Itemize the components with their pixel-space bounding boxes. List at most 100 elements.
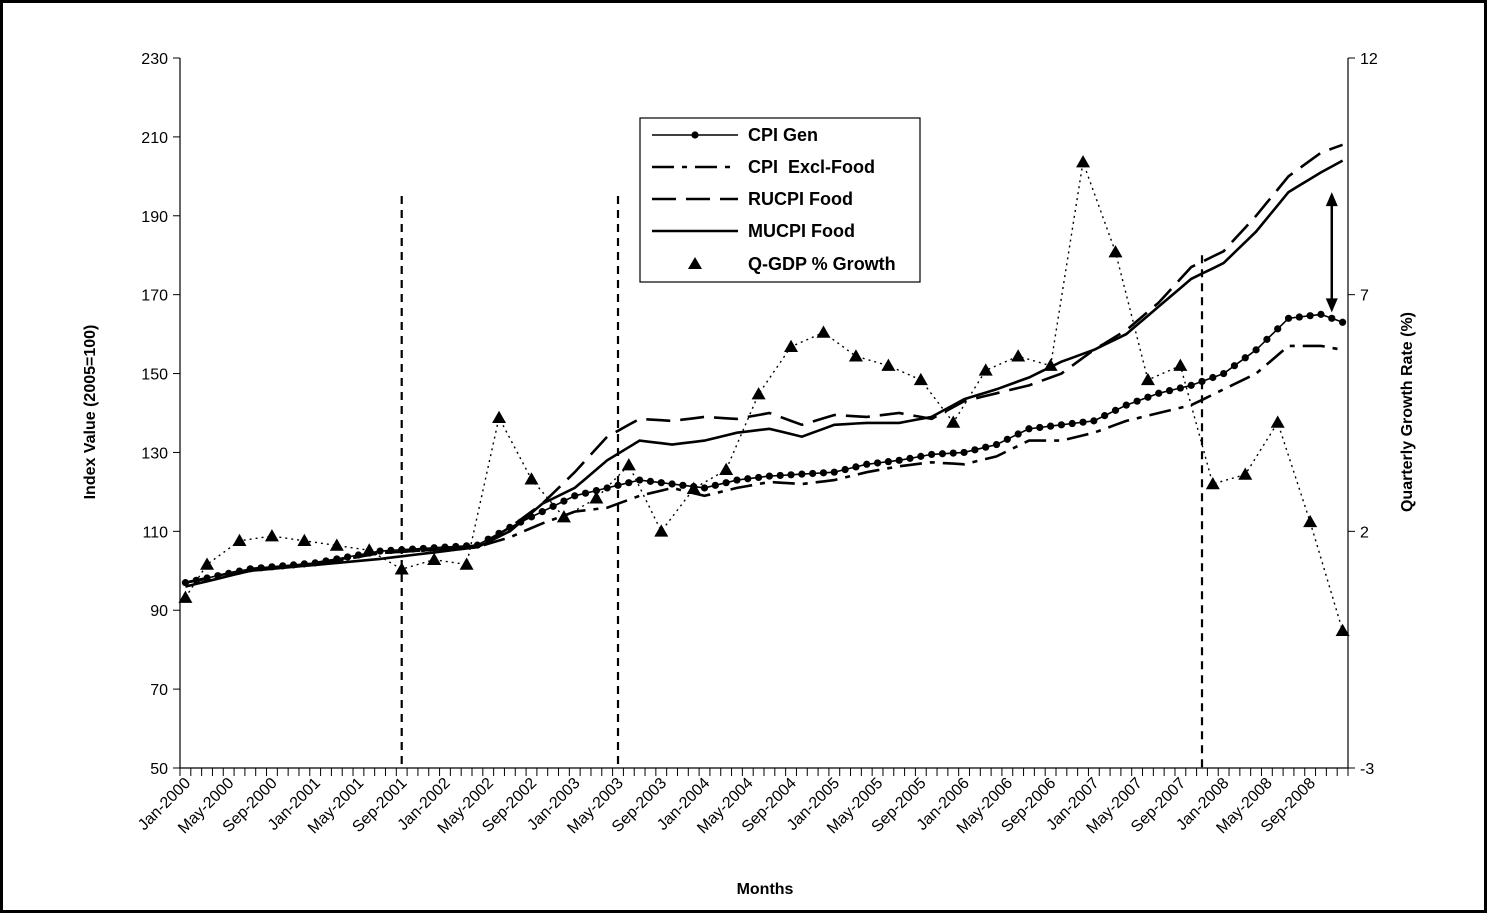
y-right-tick-label: 12 [1360, 51, 1378, 68]
y-right-tick-label: 2 [1360, 524, 1369, 541]
gdp-growth-marker [1076, 155, 1091, 168]
cpi-gen-point [289, 561, 298, 569]
y-left-tick-label: 190 [141, 209, 168, 226]
cpi-gen-point [354, 551, 363, 559]
gdp-growth-marker [1173, 358, 1188, 371]
cpi-gen-point [203, 574, 211, 582]
cpi-gen-point [181, 579, 190, 587]
gdp-growth-marker [784, 339, 799, 352]
legend-label: Q-GDP % Growth [748, 254, 896, 274]
gdp-growth-marker [524, 472, 539, 485]
cpi-gen-point [1198, 377, 1206, 386]
gdp-growth-marker [913, 372, 928, 386]
cpi-gen-point [279, 562, 287, 570]
legend-label: MUCPI Food [748, 221, 855, 241]
cpi-gen-point [906, 454, 914, 462]
gdp-growth-marker [394, 562, 409, 575]
gdp-growth-marker [1238, 467, 1253, 480]
cpi-gen-point [1306, 312, 1314, 320]
difference-arrow [1325, 192, 1338, 313]
gdp-growth-marker [621, 458, 636, 471]
cpi-gen-point [452, 542, 460, 551]
series-markers [178, 155, 1350, 636]
arrow-head-down [1325, 298, 1338, 313]
gdp-growth-marker [1335, 623, 1350, 636]
legend-label: RUCPI Food [748, 189, 853, 209]
cpi-gen-point [1274, 325, 1282, 333]
cpi-gen-point [1122, 401, 1130, 409]
cpi-gen-point [300, 560, 308, 568]
cpi-gen-point [484, 535, 492, 543]
gdp-growth-marker [654, 524, 669, 537]
cpi-gen-point [1220, 369, 1228, 378]
series-line-0 [185, 313, 1343, 584]
y-left-tick-label: 170 [141, 288, 168, 305]
cpi-gen-point [884, 458, 892, 466]
cpi-gen-point [733, 476, 741, 484]
cpi-gen-point [960, 448, 968, 457]
cpi-gen-point [560, 497, 568, 505]
cpi-gen-point [819, 469, 828, 477]
cpi-gen-point [787, 471, 795, 479]
cpi-gen-point [1068, 419, 1076, 428]
cpi-gen-point [506, 523, 514, 531]
cpi-gen-point [1176, 384, 1184, 392]
cpi-gen-point [517, 518, 525, 526]
cpi-gen-point [1046, 422, 1055, 430]
cpi-gen-point [592, 486, 600, 495]
legend-label: CPI Excl-Food [748, 157, 875, 177]
cpi-gen-point [765, 472, 774, 480]
legend-swatch-gdp [688, 257, 702, 269]
gdp-growth-marker [232, 533, 247, 547]
gdp-growth-marker [751, 387, 766, 400]
gdp-growth-marker [1043, 358, 1058, 371]
cpi-gen-point [1284, 314, 1293, 322]
y-right-tick-label: -3 [1360, 761, 1374, 778]
cpi-gen-point [917, 452, 925, 460]
cpi-gen-point [982, 443, 990, 451]
cpi-gen-point [668, 480, 676, 488]
x-axis-title: Months [737, 881, 794, 898]
gdp-growth-marker [427, 552, 442, 565]
legend: CPI Gen CPI Excl-Food RUCPI Food MUCPI Food… [639, 117, 921, 283]
cpi-gen-point [257, 564, 265, 572]
gdp-growth-marker [1205, 477, 1220, 490]
cpi-gen-point [398, 546, 406, 554]
cpi-gen-point [1263, 335, 1271, 343]
cpi-gen-point [192, 576, 200, 584]
gdp-growth-marker [686, 481, 701, 494]
gdp-growth-marker [946, 415, 961, 428]
cpi-gen-point [798, 470, 806, 478]
cpi-gen-point [830, 468, 838, 476]
series-line-2 [185, 143, 1344, 584]
cpi-gen-point [408, 545, 417, 553]
cpi-gen-point [462, 542, 471, 550]
gdp-growth-marker [459, 557, 474, 570]
cpi-gen-point [646, 477, 655, 485]
gdp-growth-marker [1108, 245, 1123, 258]
cpi-gen-point [571, 492, 579, 500]
cpi-gen-point [1338, 318, 1347, 326]
gdp-growth-marker [200, 557, 215, 570]
gdp-growth-marker [1303, 514, 1318, 528]
cpi-gen-point [1079, 418, 1087, 426]
cpi-gen-point [495, 529, 503, 537]
cpi-gen-point [809, 469, 817, 478]
cpi-gen-point [235, 567, 244, 575]
gdp-growth-marker [492, 410, 507, 423]
cpi-gen-point [938, 450, 947, 458]
y-right-tick-label: 7 [1360, 288, 1369, 305]
cpi-gen-point [473, 541, 482, 549]
cpi-gen-point [1155, 389, 1163, 397]
cpi-gen-point [1241, 354, 1249, 362]
cpi-gen-point [1025, 425, 1033, 433]
cpi-gen-point [895, 456, 903, 464]
cpi-gen-point [387, 546, 395, 554]
gdp-growth-marker [589, 491, 604, 504]
arrow-head-up [1325, 192, 1338, 207]
cpi-gen-point [949, 449, 957, 457]
y-left-tick-label: 210 [141, 130, 168, 147]
cpi-gen-point [1230, 362, 1239, 370]
cpi-gen-point [376, 547, 384, 555]
